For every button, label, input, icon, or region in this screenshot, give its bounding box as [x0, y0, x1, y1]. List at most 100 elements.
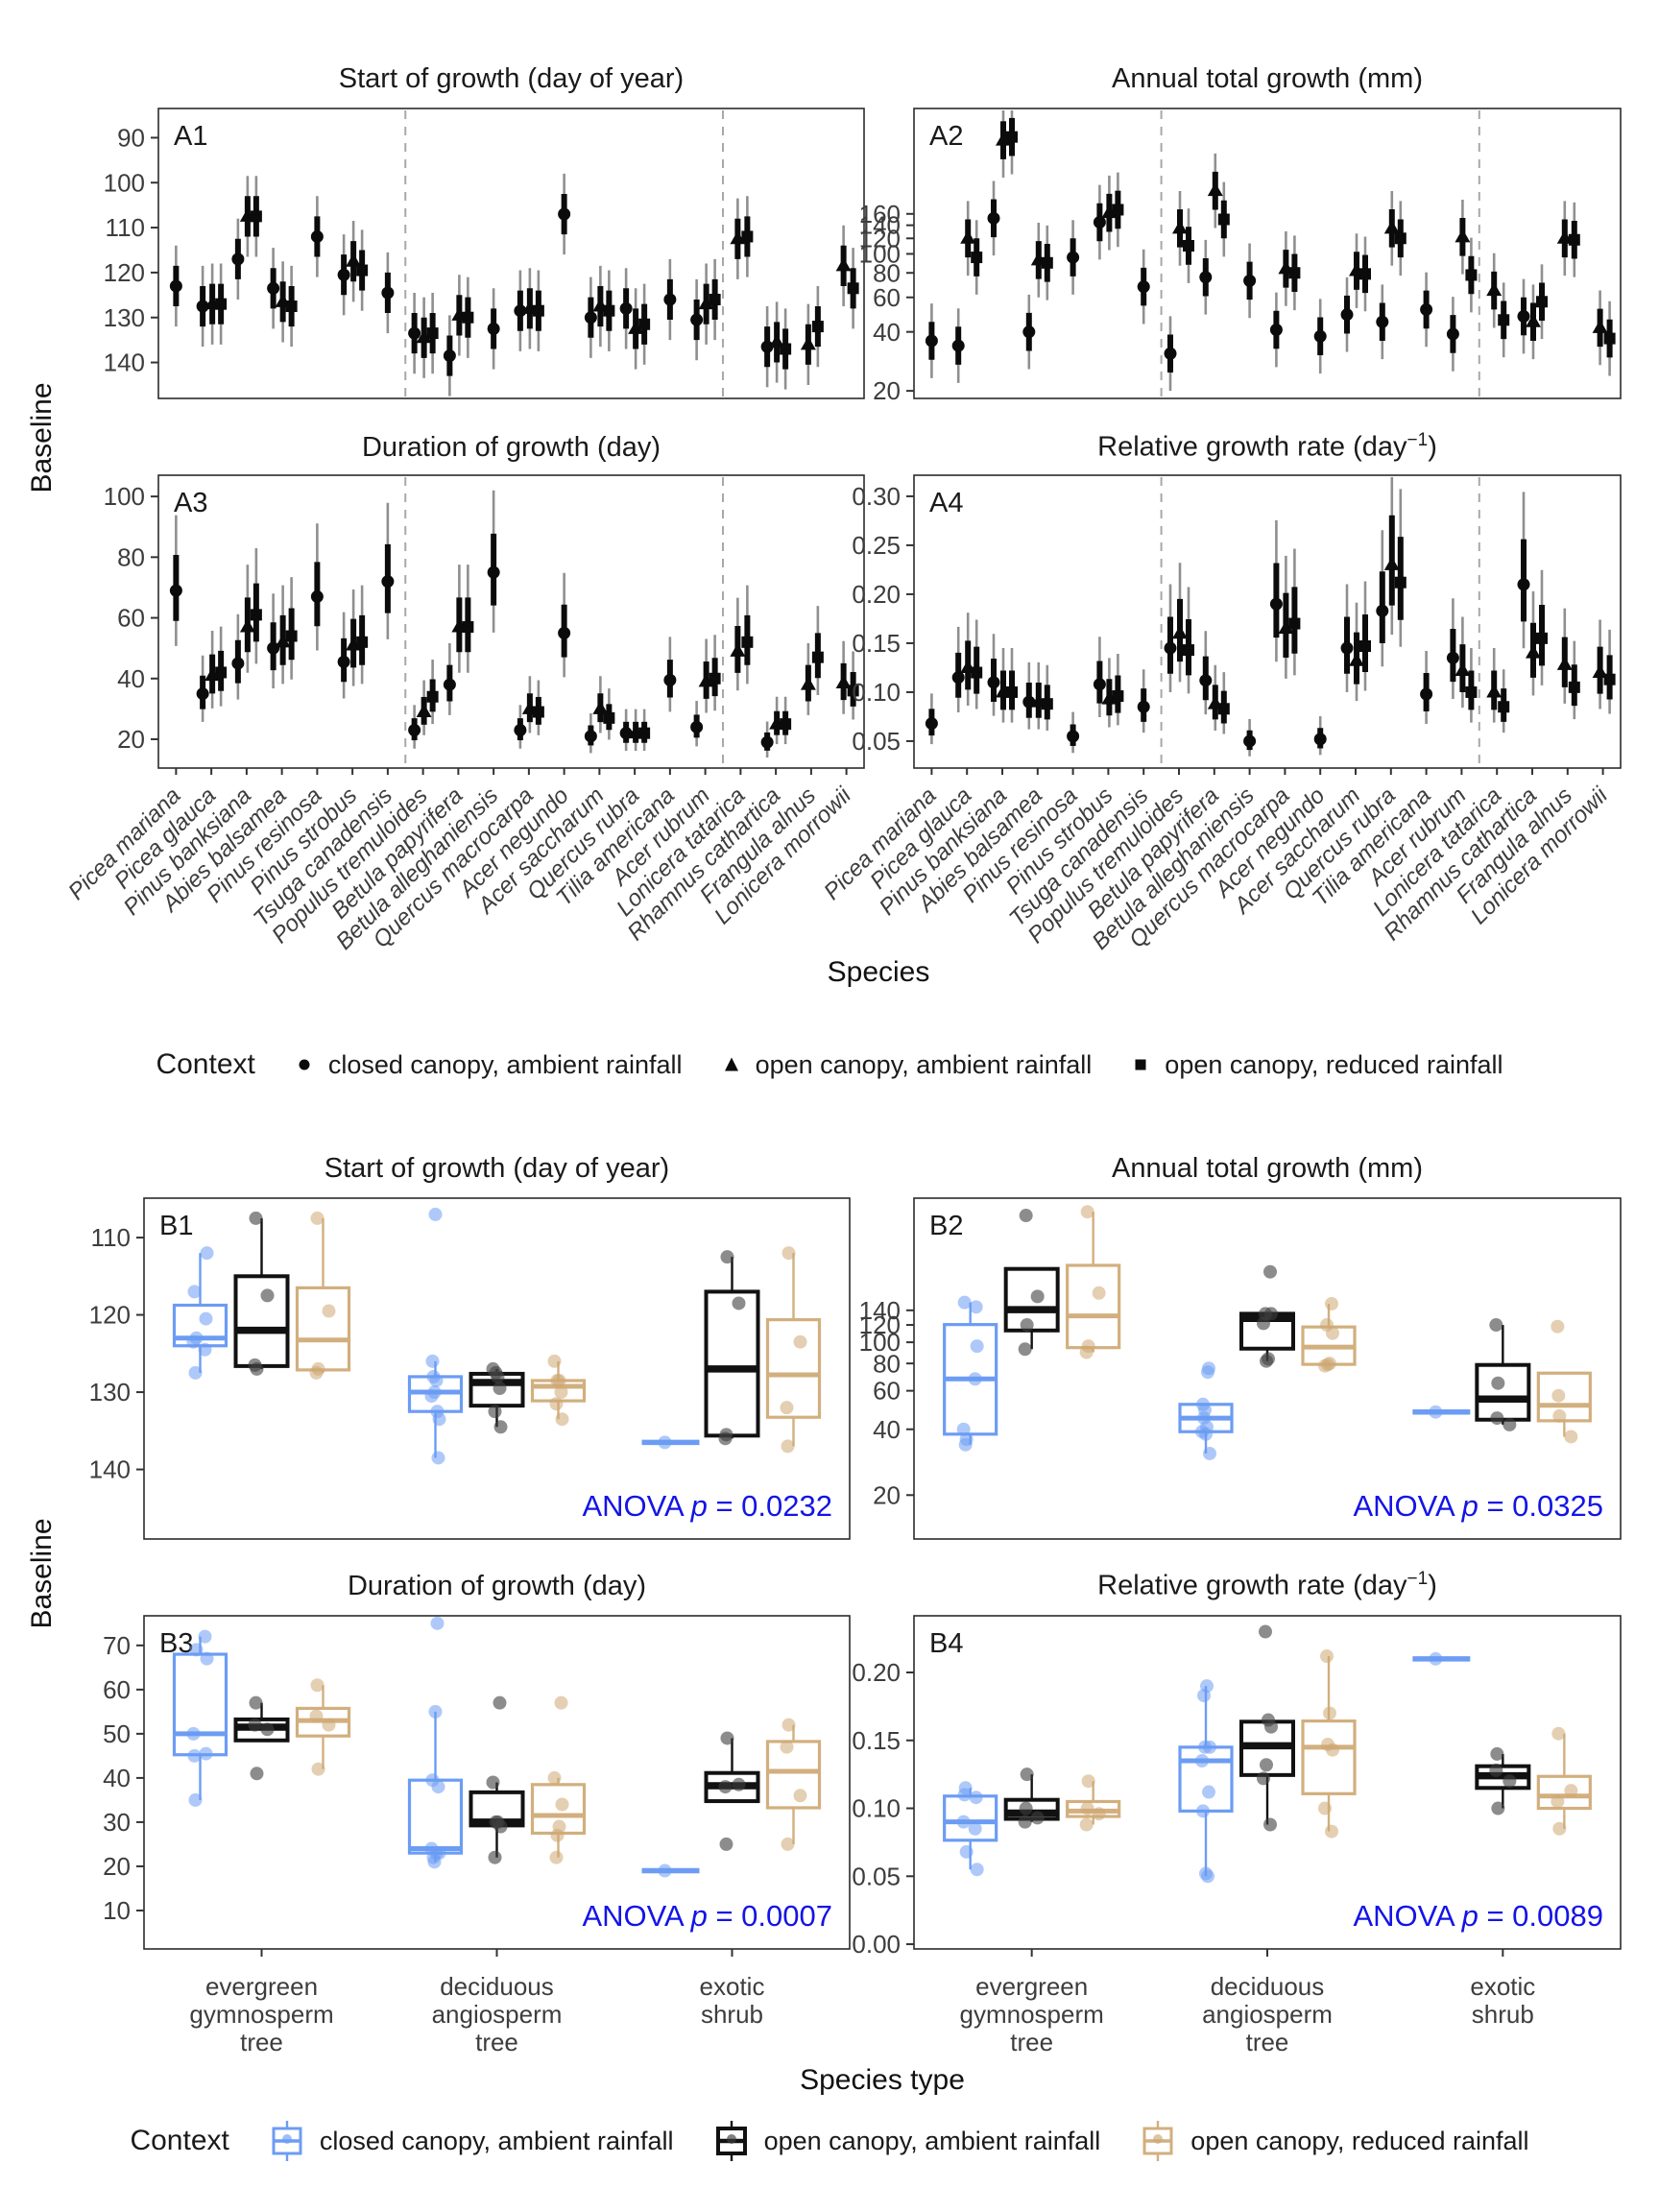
y-tick-label: 20: [873, 376, 901, 405]
data-point: [1259, 1624, 1272, 1639]
data-point: [1199, 1866, 1213, 1881]
y-tick-label: 40: [873, 318, 901, 347]
boxplot-closed: [943, 1781, 998, 1877]
point-marker-circle: [1199, 674, 1213, 687]
point-marker-square: [462, 621, 474, 634]
data-point: [322, 1304, 336, 1318]
data-point: [486, 1775, 500, 1790]
data-point: [1503, 1417, 1517, 1431]
y-tick-label: 40: [873, 1415, 901, 1444]
boxplot-key-icon: [272, 2121, 302, 2161]
point-marker-square: [1041, 698, 1053, 710]
point-marker-circle: [1269, 597, 1283, 611]
data-point: [555, 1797, 569, 1812]
legend-context-boxplots: Context closed canopy, ambient rainfall op…: [0, 2118, 1659, 2164]
legend-item-open_ambient: open canopy, ambient rainfall: [721, 1050, 1092, 1080]
legend-item-closed: closed canopy, ambient rainfall: [294, 1050, 683, 1080]
point-marker-square: [462, 311, 474, 324]
panel-border: [143, 1197, 851, 1540]
y-tick-label: 0.30: [852, 482, 901, 511]
point-marker-circle: [558, 626, 571, 639]
data-point: [1018, 1815, 1032, 1829]
point-marker-square: [1498, 701, 1510, 713]
anova-p-value-B1: ANOVA p = 0.0232: [582, 1489, 832, 1523]
legend-item-label: open canopy, reduced rainfall: [1165, 1049, 1503, 1079]
boxplot-open_reduced: [530, 1695, 587, 1864]
y-tick-label: 140: [104, 349, 145, 377]
point-marker-square: [1112, 204, 1124, 216]
point-marker-circle: [1313, 329, 1327, 343]
point-marker-square: [1183, 239, 1194, 252]
point-marker-square: [847, 685, 859, 697]
point-marker-square: [1536, 296, 1548, 308]
boxplot-open_ambient: [1475, 1318, 1531, 1431]
point-marker-square: [1603, 673, 1616, 685]
boxplot-open_ambient: [1475, 1746, 1531, 1815]
box: [295, 1286, 351, 1372]
data-point: [956, 1815, 971, 1829]
data-point: [550, 1828, 565, 1842]
point-marker-triangle: [416, 329, 432, 344]
panel-border: [913, 108, 1622, 399]
data-point: [550, 1373, 565, 1387]
data-point: [488, 1850, 502, 1864]
point-marker-circle: [1446, 651, 1459, 664]
point-marker-triangle: [1383, 556, 1400, 570]
boxplot-closed: [1178, 1361, 1234, 1460]
data-point: [1079, 1345, 1094, 1359]
data-point: [189, 1643, 204, 1657]
panel-title-B2: Annual total growth (mm): [1112, 1153, 1423, 1184]
data-point: [1202, 1785, 1215, 1799]
boxplot-open_reduced: [765, 1246, 822, 1454]
y-tick-label: 0.20: [852, 580, 901, 609]
species-type-label: angiosperm: [432, 2000, 563, 2029]
anova-p-value-B4: ANOVA p = 0.0089: [1353, 1899, 1603, 1933]
panel-tag: B4: [929, 1628, 963, 1659]
data-point: [547, 1354, 562, 1368]
data-point: [1489, 1763, 1503, 1777]
boxplot-key-icon: [715, 2121, 747, 2161]
boxplot-open_reduced: [295, 1211, 351, 1380]
point-marker-square: [1006, 685, 1018, 698]
point-marker-circle: [584, 730, 597, 743]
point-marker-square: [426, 690, 439, 703]
y-tick-label: 60: [117, 604, 145, 633]
point-marker-triangle: [1278, 620, 1294, 635]
point-marker-circle: [1093, 678, 1106, 691]
y-tick-label: 120: [104, 258, 145, 287]
point-marker-square: [971, 666, 983, 679]
boxplot-open_reduced: [1301, 1296, 1357, 1373]
data-point: [430, 1616, 445, 1630]
data-point: [1490, 1746, 1504, 1761]
y-tick-label: 0.15: [852, 1726, 901, 1755]
point-marker-triangle: [1486, 282, 1503, 297]
data-point: [424, 1389, 439, 1404]
data-point: [1318, 1801, 1332, 1815]
boxplot-closed: [641, 1435, 700, 1450]
y-tick-label: 120: [859, 224, 901, 252]
point-marker-circle: [690, 313, 704, 326]
point-marker-triangle: [960, 229, 976, 244]
data-point: [1263, 1264, 1277, 1279]
point-marker-circle: [1164, 641, 1177, 655]
point-marker-square: [215, 666, 228, 679]
point-marker-circle: [690, 720, 704, 733]
species-type-label: tree: [1010, 2028, 1053, 2056]
y-tick-label: 20: [873, 1480, 901, 1509]
data-point: [1030, 1811, 1045, 1825]
y-axis-title-A: Baseline: [26, 382, 58, 493]
point-marker-circle: [1269, 323, 1283, 336]
data-point: [718, 1431, 733, 1446]
data-point: [1263, 1817, 1277, 1832]
data-point: [1429, 1651, 1443, 1666]
point-marker-circle: [1420, 687, 1433, 701]
data-point: [1564, 1784, 1578, 1798]
data-point: [718, 1780, 733, 1794]
data-point: [428, 1704, 443, 1719]
boxplot-open_ambient: [1239, 1624, 1295, 1832]
boxplot-closed: [641, 1863, 700, 1878]
point-marker-triangle: [239, 618, 255, 633]
species-type-label: evergreen: [205, 1972, 318, 2001]
data-point: [249, 1695, 263, 1710]
data-point: [248, 1358, 262, 1372]
